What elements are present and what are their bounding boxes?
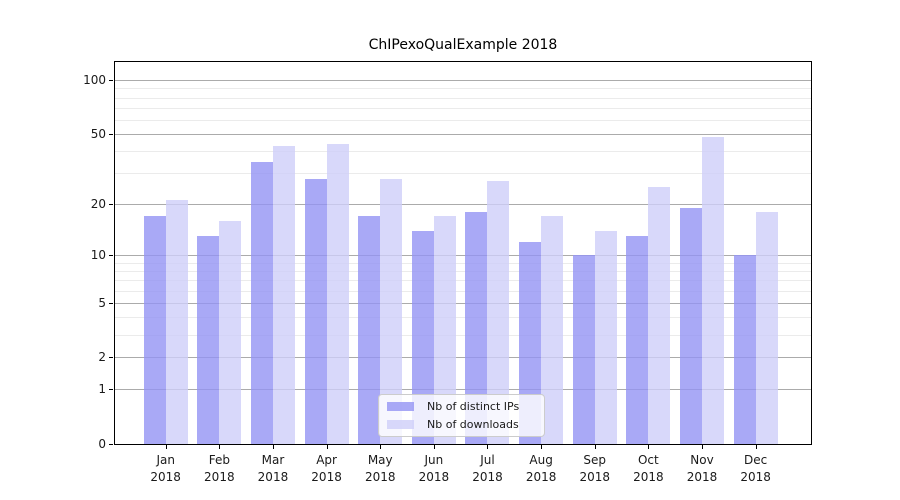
bar-distinct-ips-jul: [465, 211, 488, 444]
y-axis-tick-label: 100: [83, 73, 106, 88]
minor-gridline: [115, 107, 811, 109]
minor-gridline: [115, 88, 811, 90]
bar-distinct-ips-aug: [519, 241, 542, 444]
x-axis-tick-label: Aug 2018: [525, 453, 557, 484]
bar-distinct-ips-sep: [572, 254, 595, 444]
y-axis-tick-label: 1: [98, 382, 106, 397]
y-axis-tick-label: 20: [90, 197, 106, 212]
legend-item-downloads: Nb of downloads: [387, 416, 536, 432]
x-tick-mark: [648, 445, 650, 449]
y-tick-mark: [109, 80, 113, 81]
x-tick-mark: [433, 445, 435, 449]
x-axis-tick-label: Mar 2018: [257, 453, 289, 484]
y-axis-tick-label: 5: [98, 295, 106, 310]
x-axis-tick-label: Dec 2018: [740, 453, 771, 484]
major-gridline: [115, 134, 811, 136]
minor-gridline: [115, 290, 811, 292]
bar-downloads-dec: [755, 211, 778, 444]
bar-distinct-ips-nov: [680, 207, 702, 444]
x-tick-mark: [272, 445, 274, 449]
x-tick-mark: [702, 445, 703, 449]
bar-downloads-jul: [487, 181, 510, 444]
x-tick-mark: [755, 445, 757, 449]
legend: Nb of distinct IPs Nb of downloads: [378, 394, 545, 437]
x-axis-tick-label: Nov 2018: [686, 453, 718, 484]
y-tick-mark: [109, 204, 113, 205]
bar-distinct-ips-dec: [733, 254, 756, 444]
bar-downloads-jun: [433, 216, 456, 444]
bar-distinct-ips-feb: [197, 235, 220, 444]
legend-label-distinct-ips: Nb of distinct IPs: [427, 400, 520, 414]
minor-gridline: [115, 270, 811, 272]
minor-gridline: [115, 97, 811, 99]
legend-swatch-distinct-ips: [387, 402, 414, 412]
y-tick-mark: [109, 444, 113, 445]
bar-downloads-feb: [219, 220, 242, 444]
x-axis-tick-label: Jul 2018: [472, 453, 503, 484]
minor-gridline: [115, 334, 811, 336]
bar-downloads-may: [380, 178, 403, 444]
y-tick-mark: [109, 255, 113, 256]
x-axis-tick-label: Apr 2018: [311, 453, 342, 484]
major-gridline: [115, 389, 811, 391]
minor-gridline: [115, 280, 811, 282]
bar-downloads-sep: [594, 230, 617, 444]
x-tick-mark: [380, 445, 382, 449]
x-axis-tick-label: Sep 2018: [579, 453, 610, 484]
x-axis-tick-label: Feb 2018: [204, 453, 235, 484]
y-tick-mark: [109, 134, 113, 135]
y-axis-tick-label: 10: [90, 247, 106, 262]
x-axis-tick-label: May 2018: [364, 453, 396, 484]
major-gridline: [115, 204, 811, 206]
bar-distinct-ips-oct: [626, 235, 649, 444]
x-tick-mark: [219, 445, 221, 449]
bar-distinct-ips-apr: [304, 178, 327, 444]
bar-distinct-ips-mar: [250, 161, 273, 444]
x-axis-tick-label: Jan 2018: [150, 453, 181, 484]
x-tick-mark: [326, 445, 328, 449]
major-gridline: [115, 302, 811, 304]
bar-distinct-ips-may: [358, 216, 381, 444]
major-gridline: [115, 254, 811, 256]
major-gridline: [115, 80, 811, 82]
minor-gridline: [115, 173, 811, 175]
chart-title: ChIPexoQualExample 2018: [368, 37, 558, 53]
bar-downloads-jan: [165, 200, 188, 444]
bar-downloads-apr: [326, 143, 349, 444]
x-axis-tick-label: Oct 2018: [633, 453, 664, 484]
y-tick-mark: [109, 303, 113, 304]
bar-downloads-oct: [648, 187, 671, 444]
x-tick-mark: [541, 445, 543, 449]
bar-downloads-nov: [702, 137, 724, 444]
bar-distinct-ips-jan: [143, 216, 166, 444]
bar-distinct-ips-jun: [411, 230, 434, 444]
minor-gridline: [115, 262, 811, 264]
x-tick-mark: [165, 445, 167, 449]
y-axis-tick-label: 50: [90, 127, 106, 142]
legend-label-downloads: Nb of downloads: [427, 417, 519, 431]
y-tick-mark: [109, 357, 113, 358]
legend-item-distinct-ips: Nb of distinct IPs: [387, 399, 536, 415]
bar-downloads-mar: [272, 145, 295, 444]
y-axis-tick-label: 0: [98, 437, 106, 451]
plot-area: [114, 61, 812, 445]
minor-gridline: [115, 317, 811, 319]
minor-gridline: [115, 119, 811, 121]
legend-swatch-downloads: [387, 419, 414, 429]
minor-gridline: [115, 151, 811, 153]
y-axis-tick-label: 2: [98, 350, 106, 365]
bar-downloads-aug: [541, 216, 564, 444]
x-tick-mark: [594, 445, 596, 449]
x-tick-mark: [487, 445, 489, 449]
y-tick-mark: [109, 389, 113, 390]
x-axis-tick-label: Jun 2018: [418, 453, 450, 484]
major-gridline: [115, 357, 811, 359]
